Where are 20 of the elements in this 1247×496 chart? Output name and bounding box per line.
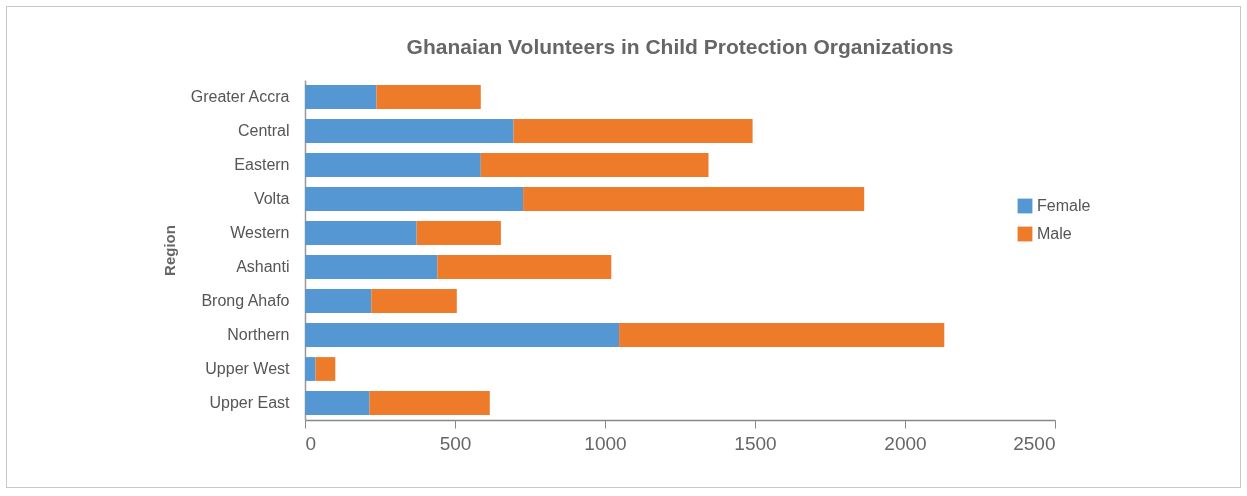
y-tick-label: Western	[230, 224, 290, 241]
y-tick-label: Brong Ahafo	[201, 292, 290, 309]
y-tick-label: Upper West	[205, 360, 291, 377]
x-tick-label: 0	[305, 432, 317, 454]
y-tick-label: Northern	[227, 326, 290, 343]
x-tick-label: 1500	[734, 432, 777, 454]
y-axis-title: Region	[160, 225, 178, 276]
x-tick-label: 1000	[584, 432, 627, 454]
y-tick-label: Greater Accra	[190, 88, 290, 105]
y-tick-label: Eastern	[234, 156, 290, 173]
x-tick-label: 500	[439, 432, 472, 454]
legend-label: Male	[1037, 225, 1072, 242]
chart-title: Ghanaian Volunteers in Child Protection Organizations	[406, 35, 954, 58]
legend-label: Female	[1037, 197, 1091, 214]
y-tick-label: Volta	[253, 190, 290, 207]
x-tick-label: 2500	[1013, 432, 1056, 454]
y-tick-label: Upper East	[209, 394, 291, 411]
y-tick-label: Ashanti	[236, 258, 290, 275]
y-tick-label: Central	[237, 122, 290, 139]
x-tick-label: 2000	[884, 432, 927, 454]
